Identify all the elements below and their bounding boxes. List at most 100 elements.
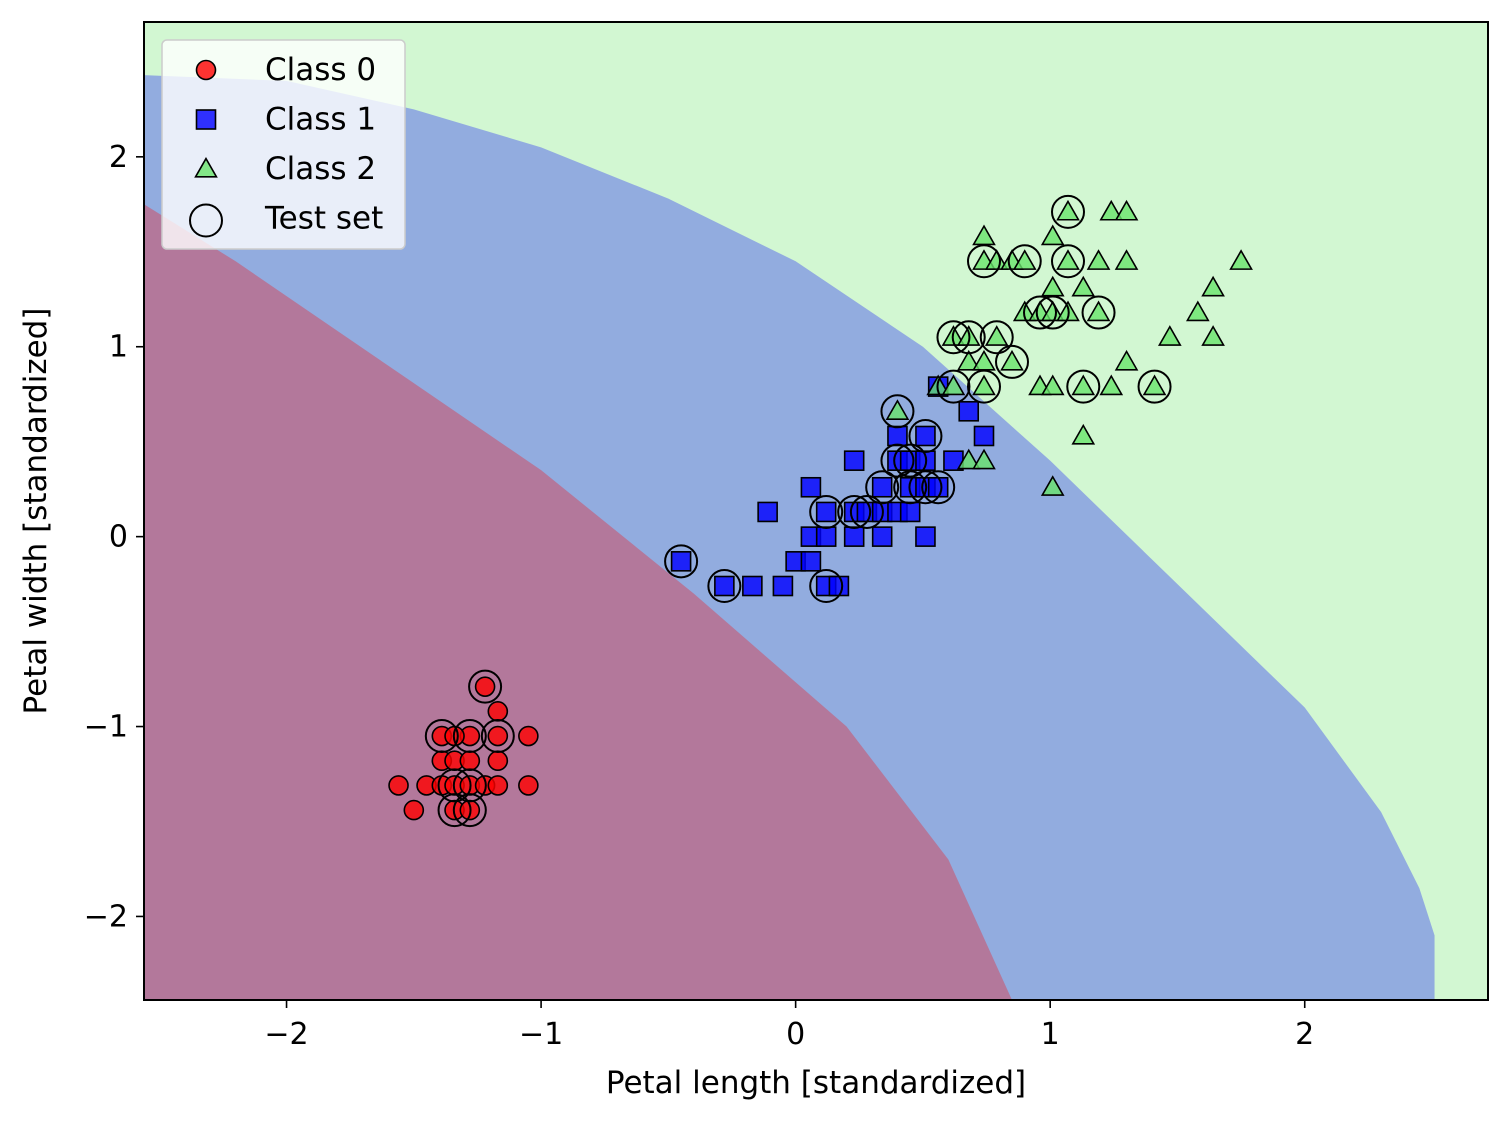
- class-2-point: [1157, 325, 1182, 346]
- class-2-point: [1229, 249, 1253, 270]
- x-axis-label: Petal length [standardized]: [606, 1065, 1026, 1101]
- class-2-point: [1086, 300, 1111, 322]
- test-set-point: [849, 494, 884, 529]
- test-set-point: [995, 344, 1029, 379]
- class-1-point: [815, 501, 837, 523]
- class-2-point: [1114, 349, 1139, 371]
- test-set-point: [1081, 295, 1116, 330]
- x-axis-ticks: −2 −1 0 1 2: [264, 1000, 1314, 1052]
- legend-entry: Test set: [189, 201, 383, 238]
- class-2-point: [1000, 349, 1024, 371]
- class-1-point: [670, 551, 692, 572]
- legend-label: Class 0: [265, 52, 376, 88]
- test-set-point: [1137, 369, 1172, 404]
- class-1-point: [742, 575, 763, 597]
- legend-marker-icon: [189, 203, 223, 238]
- test-set-point: [452, 793, 487, 828]
- test-set-point: [936, 369, 971, 404]
- class-2-point: [1012, 249, 1037, 270]
- x-tick-label: −1: [519, 1017, 563, 1052]
- class-0-point: [388, 775, 409, 796]
- test-set-point: [865, 470, 900, 505]
- class-1-point: [828, 575, 850, 597]
- class-2-point: [1114, 199, 1139, 221]
- test-set-point: [893, 443, 928, 478]
- y-tick-label: 2: [109, 140, 128, 175]
- class-2-point: [1185, 300, 1210, 322]
- legend-label: Class 1: [265, 102, 376, 138]
- class-2-point: [1201, 275, 1225, 297]
- test-set-point: [880, 394, 915, 429]
- class-2-point: [956, 349, 981, 371]
- class-1-point: [973, 425, 995, 447]
- y-tick-label: −2: [84, 899, 128, 934]
- legend-marker-icon: [195, 109, 217, 130]
- class-0-point: [518, 775, 539, 796]
- class-1-point: [800, 551, 822, 572]
- class-0-point: [487, 775, 509, 796]
- test-set-point: [437, 768, 472, 803]
- y-tick-label: 0: [109, 520, 128, 555]
- class-2-point: [1099, 374, 1124, 396]
- y-tick-label: 1: [109, 330, 128, 365]
- class-2-point: [1071, 374, 1096, 396]
- x-tick-label: −2: [264, 1017, 308, 1052]
- test-set-point: [936, 320, 971, 355]
- legend: Class 0 Class 1 Class 2 Test set: [161, 39, 406, 250]
- class-2-point: [972, 374, 996, 396]
- class-1-point: [871, 476, 893, 498]
- test-set-point: [979, 320, 1014, 355]
- x-tick-label: 2: [1295, 1017, 1314, 1052]
- x-tick-label: 0: [786, 1017, 805, 1052]
- class-1-point: [958, 401, 980, 422]
- class-2-point: [1056, 199, 1080, 221]
- test-set-point: [809, 569, 844, 604]
- series-test-set: [424, 194, 1172, 828]
- test-set-point: [1066, 369, 1101, 404]
- series-class-0: [388, 676, 539, 821]
- class-2-point: [1040, 374, 1065, 396]
- class-1-point: [815, 526, 837, 547]
- class-1-point: [772, 575, 794, 597]
- x-tick-label: 1: [1041, 1017, 1060, 1052]
- class-0-point: [487, 750, 509, 772]
- class-1-point: [915, 425, 936, 447]
- class-1-point: [871, 526, 893, 547]
- class-1-point: [800, 476, 822, 498]
- test-set-point: [468, 669, 503, 704]
- test-set-point: [1051, 244, 1085, 279]
- class-1-point: [927, 476, 949, 498]
- class-1-point: [714, 575, 735, 597]
- test-set-point: [664, 544, 699, 579]
- test-set-point: [480, 719, 515, 754]
- test-set-point: [452, 719, 487, 754]
- class-1-point: [899, 501, 921, 523]
- test-set-point: [437, 793, 472, 828]
- test-set-point: [809, 494, 844, 529]
- legend-entry: Class 0: [195, 52, 376, 88]
- series-class-1: [670, 376, 995, 597]
- class-1-point: [843, 526, 865, 547]
- class-1-point: [887, 425, 908, 447]
- class-2-point: [941, 374, 966, 396]
- class-0-point: [459, 750, 481, 772]
- class-2-point: [1114, 249, 1139, 270]
- class-2-point: [1071, 423, 1096, 445]
- class-2-point: [1099, 199, 1124, 221]
- class-2-point: [1040, 475, 1065, 496]
- class-2-point: [972, 448, 996, 470]
- test-set-point: [1035, 295, 1070, 330]
- legend-label: Test set: [264, 201, 383, 237]
- y-tick-label: −1: [84, 710, 128, 745]
- y-axis-ticks: −2 −1 0 1 2: [84, 140, 144, 934]
- class-2-point: [984, 325, 1009, 346]
- test-set-point: [893, 470, 928, 505]
- class-1-point: [757, 501, 778, 523]
- test-set-point: [908, 418, 943, 453]
- test-set-point: [1051, 194, 1085, 229]
- class-0-point: [518, 725, 539, 747]
- test-set-point: [951, 320, 986, 355]
- class-2-point: [984, 249, 1009, 270]
- class-2-point: [1142, 374, 1167, 396]
